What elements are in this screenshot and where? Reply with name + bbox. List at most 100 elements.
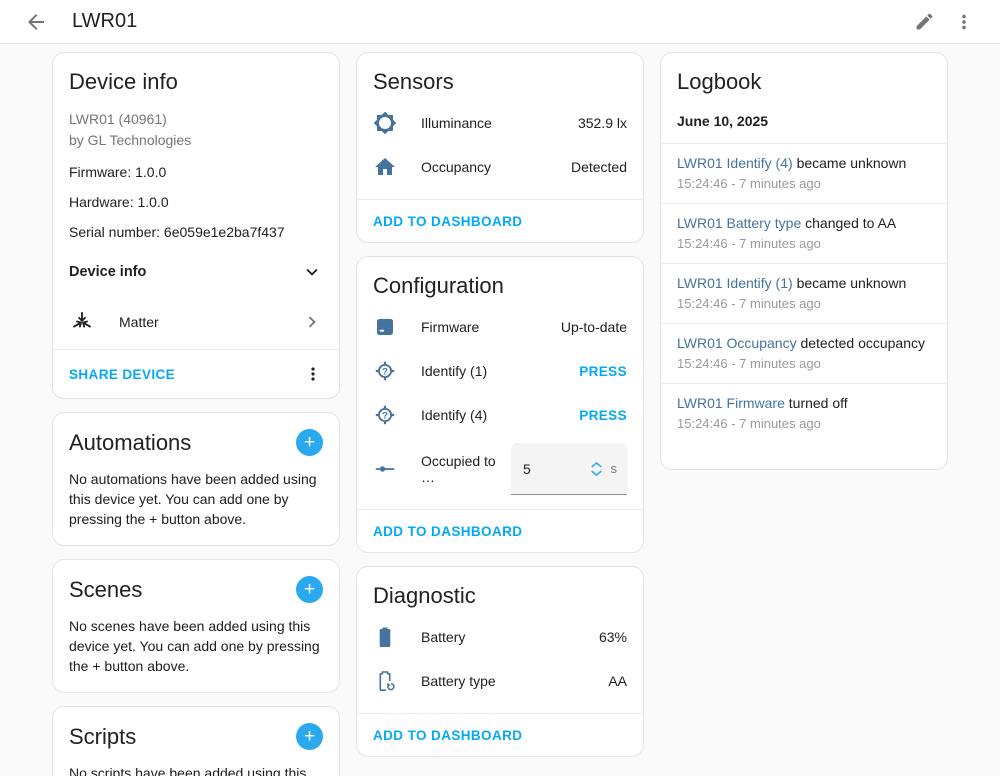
entity-row-firmware[interactable]: Firmware Up-to-date <box>357 305 643 349</box>
logbook-entity-link[interactable]: LWR01 Battery type <box>677 215 802 231</box>
overflow-menu-button[interactable] <box>944 2 984 42</box>
entity-label: Identify (1) <box>421 363 488 379</box>
device-manufacturer: by GL Technologies <box>69 132 192 148</box>
battery-icon <box>379 627 391 647</box>
configuration-title: Configuration <box>373 273 504 298</box>
entity-label: Occupied to … <box>421 453 496 485</box>
add-to-dashboard-button[interactable]: ADD TO DASHBOARD <box>373 524 523 539</box>
sensors-card: Sensors Illuminance 352.9 lx Occupancy D… <box>356 52 644 243</box>
firmware-icon <box>377 319 393 335</box>
device-serial: Serial number: 6e059e1e2ba7f437 <box>69 224 285 240</box>
logbook-entry[interactable]: LWR01 Firmware turned off 15:24:46 - 7 m… <box>661 383 947 443</box>
matter-integration-row[interactable]: Matter <box>69 309 323 335</box>
logbook-event: detected occupancy <box>800 335 925 351</box>
device-info-expander-label: Device info <box>69 264 147 280</box>
scenes-card: Scenes + No scenes have been added using… <box>52 559 340 693</box>
entity-label: Occupancy <box>421 159 492 175</box>
svg-text:?: ? <box>382 410 388 421</box>
logbook-entity-link[interactable]: LWR01 Identify (1) <box>677 275 793 291</box>
chevron-down-icon <box>590 469 602 476</box>
number-unit: s <box>610 461 618 476</box>
add-script-button[interactable]: + <box>296 723 323 750</box>
card-divider <box>357 713 643 714</box>
plus-icon: + <box>303 579 316 600</box>
entity-state: 63% <box>598 629 627 645</box>
arrow-left-icon <box>28 13 44 30</box>
sensors-title: Sensors <box>373 69 454 94</box>
automations-empty-text: No automations have been added using thi… <box>69 471 317 527</box>
brightness-icon <box>373 111 397 135</box>
entity-row-identify-1[interactable]: ? Identify (1) PRESS <box>357 349 643 393</box>
logbook-time: 15:24:46 - 7 minutes ago <box>677 356 821 371</box>
chevron-right-icon <box>308 316 316 328</box>
entity-label: Battery <box>421 629 466 645</box>
chevron-down-icon <box>306 268 318 276</box>
left-column: Device info LWR01 (40961) by GL Technolo… <box>52 52 340 776</box>
entity-state: 352.9 lx <box>577 115 627 131</box>
press-button[interactable]: PRESS <box>579 407 627 423</box>
back-button[interactable] <box>16 2 56 42</box>
scenes-title: Scenes <box>69 576 143 602</box>
logbook-event: changed to AA <box>805 215 897 231</box>
card-divider <box>357 199 643 200</box>
number-input[interactable]: 5 s <box>511 443 627 495</box>
entity-row-occupied-to[interactable]: Occupied to … 5 s <box>357 437 643 501</box>
app-bar: LWR01 <box>0 0 1000 44</box>
entity-label: Firmware <box>421 319 480 335</box>
diagnostic-card: Diagnostic Battery 63% Battery type AA A… <box>356 566 644 757</box>
logbook-card: Logbook June 10, 2025 LWR01 Identify (4)… <box>660 52 948 470</box>
number-input-value[interactable]: 5 <box>523 460 531 477</box>
card-divider <box>357 509 643 510</box>
device-page: Device info LWR01 (40961) by GL Technolo… <box>52 52 948 776</box>
entity-row-battery-type[interactable]: Battery type AA <box>357 659 643 703</box>
scenes-empty-text: No scenes have been added using this dev… <box>69 618 320 674</box>
svg-text:?: ? <box>382 366 388 377</box>
pencil-icon <box>916 13 932 30</box>
scripts-title: Scripts <box>69 723 137 749</box>
add-automation-button[interactable]: + <box>296 429 323 456</box>
logbook-entity-link[interactable]: LWR01 Firmware <box>677 395 785 411</box>
logbook-entry[interactable]: LWR01 Occupancy detected occupancy 15:24… <box>661 323 947 383</box>
kebab-icon <box>311 367 315 381</box>
entity-row-occupancy[interactable]: Occupancy Detected <box>357 145 643 189</box>
press-button[interactable]: PRESS <box>579 363 627 379</box>
device-info-expander[interactable]: Device info <box>69 261 323 283</box>
chevron-up-icon <box>590 461 602 468</box>
identify-icon: ? <box>375 405 395 425</box>
share-device-button[interactable]: SHARE DEVICE <box>69 359 183 390</box>
entity-row-illuminance[interactable]: Illuminance 352.9 lx <box>357 101 643 145</box>
device-hardware: Hardware: 1.0.0 <box>69 194 169 210</box>
automations-title: Automations <box>69 429 192 455</box>
logbook-entry[interactable]: LWR01 Identify (4) became unknown 15:24:… <box>661 143 947 203</box>
device-firmware: Firmware: 1.0.0 <box>69 164 167 180</box>
device-model: LWR01 (40961) <box>69 111 167 127</box>
add-scene-button[interactable]: + <box>296 576 323 603</box>
automations-card: Automations + No automations have been a… <box>52 412 340 546</box>
number-stepper[interactable] <box>590 461 603 477</box>
entity-label: Illuminance <box>421 115 492 131</box>
device-menu-button[interactable] <box>295 356 331 392</box>
logbook-entry[interactable]: LWR01 Battery type changed to AA 15:24:4… <box>661 203 947 263</box>
entity-row-battery[interactable]: Battery 63% <box>357 615 643 659</box>
configuration-card: Configuration Firmware Up-to-date ? Iden… <box>356 256 644 553</box>
logbook-date: June 10, 2025 <box>677 113 769 129</box>
logbook-entry[interactable]: LWR01 Identify (1) became unknown 15:24:… <box>661 263 947 323</box>
right-column: Logbook June 10, 2025 LWR01 Identify (4)… <box>660 52 948 470</box>
kebab-icon <box>962 14 966 29</box>
device-info-title: Device info <box>69 69 178 94</box>
home-icon <box>375 158 395 175</box>
add-to-dashboard-button[interactable]: ADD TO DASHBOARD <box>373 214 523 229</box>
matter-icon <box>73 311 91 328</box>
logbook-time: 15:24:46 - 7 minutes ago <box>677 176 821 191</box>
identify-icon: ? <box>375 361 395 381</box>
add-to-dashboard-button[interactable]: ADD TO DASHBOARD <box>373 728 523 743</box>
entity-state: AA <box>608 673 627 689</box>
logbook-entity-link[interactable]: LWR01 Occupancy <box>677 335 797 351</box>
slider-icon <box>375 466 395 472</box>
edit-button[interactable] <box>904 2 944 42</box>
entity-label: Identify (4) <box>421 407 488 423</box>
plus-icon: + <box>303 726 316 747</box>
entity-state: Detected <box>570 159 627 175</box>
entity-row-identify-4[interactable]: ? Identify (4) PRESS <box>357 393 643 437</box>
logbook-entity-link[interactable]: LWR01 Identify (4) <box>677 155 793 171</box>
